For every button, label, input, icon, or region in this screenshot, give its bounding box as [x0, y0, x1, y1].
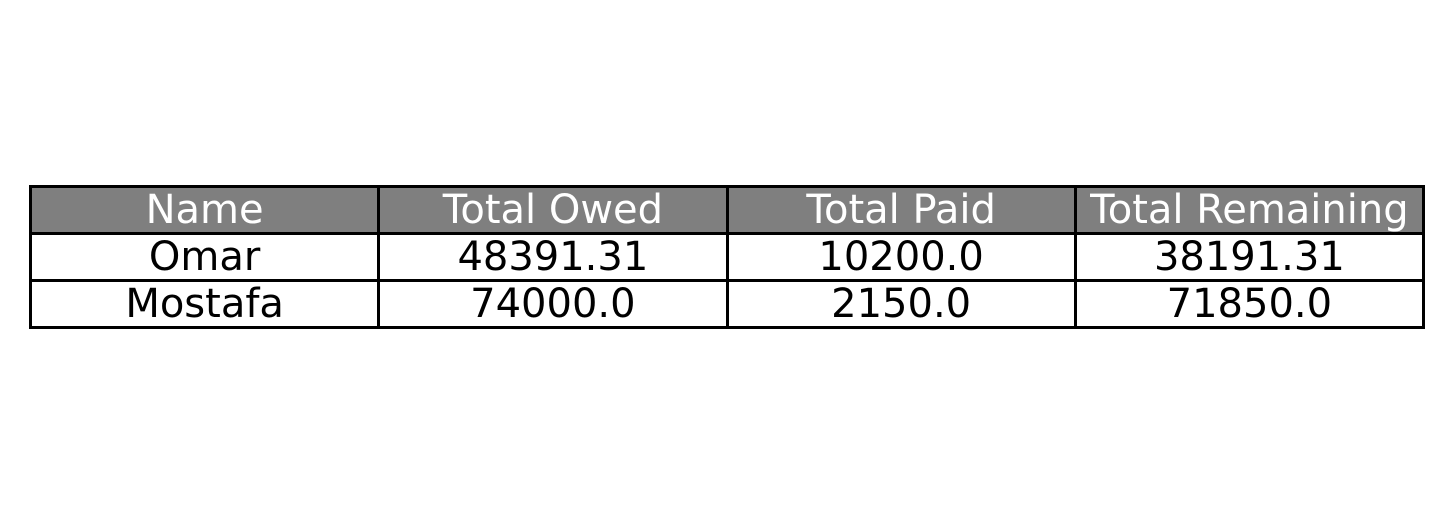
cell-total-paid: 10200.0 [725, 232, 1077, 282]
header-cell-total-paid: Total Paid [725, 185, 1077, 235]
header-cell-total-remaining: Total Remaining [1073, 185, 1426, 235]
cell-name: Omar [28, 232, 381, 282]
table-row: Mostafa 74000.0 2150.0 71850.0 [28, 279, 1426, 329]
table-header: Name Total Owed Total Paid Total Remaini… [28, 185, 1426, 235]
table-body: Omar 48391.31 10200.0 38191.31 Mostafa 7… [28, 232, 1426, 329]
header-cell-name: Name [28, 185, 381, 235]
header-cell-total-owed: Total Owed [377, 185, 729, 235]
cell-total-remaining: 71850.0 [1073, 279, 1426, 329]
data-table: Name Total Owed Total Paid Total Remaini… [28, 185, 1426, 329]
header-row: Name Total Owed Total Paid Total Remaini… [28, 185, 1426, 235]
cell-total-paid: 2150.0 [725, 279, 1077, 329]
table-row: Omar 48391.31 10200.0 38191.31 [28, 232, 1426, 282]
cell-total-owed: 48391.31 [377, 232, 729, 282]
cell-name: Mostafa [28, 279, 381, 329]
cell-total-owed: 74000.0 [377, 279, 729, 329]
cell-total-remaining: 38191.31 [1073, 232, 1426, 282]
data-table-container: Name Total Owed Total Paid Total Remaini… [28, 185, 1426, 329]
